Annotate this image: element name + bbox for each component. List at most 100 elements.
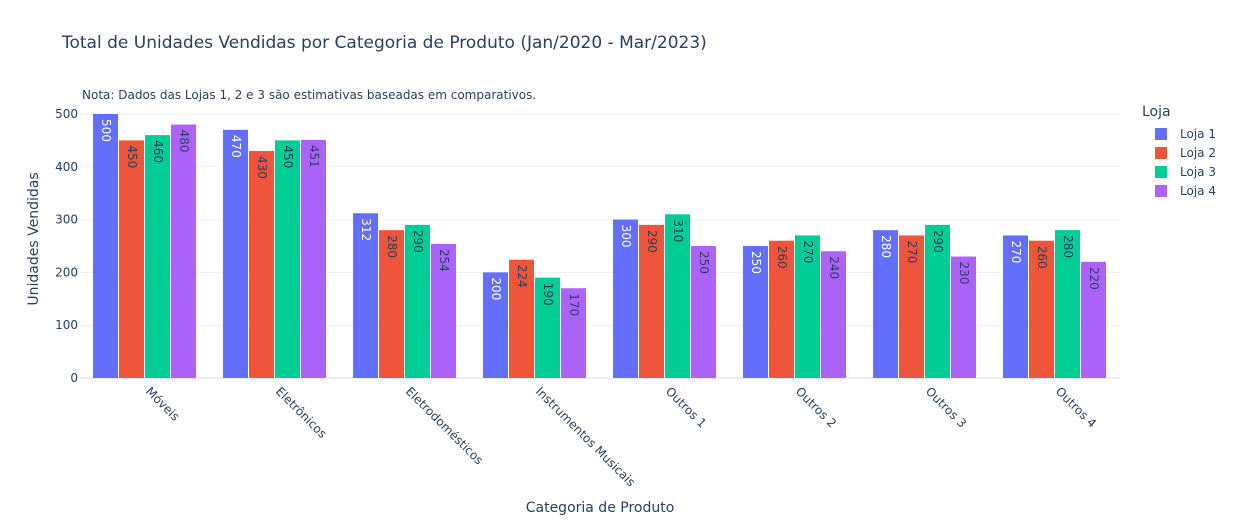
legend-title: Loja (1142, 104, 1171, 120)
x-tick-label: Eletrodomésticos (403, 384, 486, 467)
bar-value-label: 170 (567, 293, 581, 316)
legend-label: Loja 2 (1180, 145, 1216, 160)
bar-value-label: 430 (255, 156, 269, 179)
x-tick-label: Outros 4 (1053, 384, 1099, 430)
bar[interactable] (535, 277, 560, 378)
x-tick-label: Outros 1 (663, 384, 709, 430)
legend-swatch (1155, 165, 1167, 178)
bar[interactable] (821, 251, 846, 378)
bar[interactable] (691, 246, 716, 378)
bar[interactable] (509, 259, 534, 378)
legend-label: Loja 4 (1180, 183, 1216, 198)
bar-value-label: 290 (931, 230, 945, 253)
legend-swatch (1155, 184, 1167, 197)
legend-item[interactable]: Loja 1 (1142, 124, 1216, 143)
legend-label: Loja 1 (1180, 126, 1216, 141)
legend-item[interactable]: Loja 3 (1142, 162, 1216, 181)
x-tick-label: Outros 3 (923, 384, 969, 430)
bar-value-label: 200 (489, 277, 503, 300)
bar-value-label: 310 (671, 219, 685, 242)
bar[interactable] (795, 235, 820, 378)
bar-value-label: 450 (125, 145, 139, 168)
bar[interactable] (873, 230, 898, 378)
bar[interactable] (613, 219, 638, 378)
bar[interactable] (561, 288, 586, 378)
y-axis-ticks: 0 100 200 300 400 500 (55, 107, 78, 385)
bar-value-label: 290 (645, 230, 659, 253)
bar-value-label: 190 (541, 283, 555, 306)
bar-value-label: 250 (697, 251, 711, 274)
bar-value-label: 280 (879, 235, 893, 258)
bar[interactable] (405, 224, 430, 378)
bar-value-label: 220 (1087, 267, 1101, 290)
bar-value-label: 300 (619, 225, 633, 248)
bar-value-label: 480 (177, 130, 191, 153)
bar-value-label: 250 (749, 251, 763, 274)
bar[interactable] (483, 272, 508, 378)
bar-value-label: 280 (385, 235, 399, 258)
bar-value-label: 450 (281, 145, 295, 168)
bar[interactable] (1081, 261, 1106, 378)
legend-swatch (1155, 127, 1167, 140)
bar-value-label: 270 (1009, 240, 1023, 263)
y-tick-label: 400 (55, 160, 78, 174)
bar-value-label: 254 (437, 249, 451, 272)
bar-value-label: 500 (99, 119, 113, 142)
legend-label: Loja 3 (1180, 164, 1216, 179)
bar[interactable] (639, 224, 664, 378)
y-tick-label: 300 (55, 213, 78, 227)
bar[interactable] (171, 124, 196, 378)
bar-labels: 500 470 312 200 300 250 280 270 450 430 280 224 290 2… (99, 119, 1101, 316)
bar[interactable] (275, 140, 300, 378)
legend-swatch (1155, 146, 1167, 159)
x-tick-label: Instrumentos Musicais (533, 384, 638, 489)
bar[interactable] (145, 135, 170, 378)
bar[interactable] (769, 240, 794, 378)
y-tick-label: 500 (55, 107, 78, 121)
bar-value-label: 470 (229, 135, 243, 158)
bar[interactable] (301, 139, 326, 378)
bars (93, 114, 1106, 378)
x-tick-label: Outros 2 (793, 384, 839, 430)
bar[interactable] (1029, 240, 1054, 378)
bar[interactable] (249, 150, 274, 378)
bar[interactable] (93, 114, 118, 378)
x-tick-label: Móveis (143, 384, 182, 423)
x-axis-title: Categoria de Produto (526, 500, 675, 516)
bar[interactable] (379, 230, 404, 378)
bar-value-label: 280 (1061, 235, 1075, 258)
bar-value-label: 451 (307, 145, 321, 168)
legend-item[interactable]: Loja 4 (1142, 181, 1216, 200)
bar-value-label: 260 (1035, 246, 1049, 269)
y-tick-label: 100 (55, 318, 78, 332)
bar-value-label: 260 (775, 246, 789, 269)
bar-value-label: 270 (905, 240, 919, 263)
bar[interactable] (119, 140, 144, 378)
bar[interactable] (431, 243, 456, 378)
bar[interactable] (899, 235, 924, 378)
bar[interactable] (1003, 235, 1028, 378)
bar[interactable] (223, 129, 248, 378)
bar[interactable] (1055, 230, 1080, 378)
bar-value-label: 460 (151, 140, 165, 163)
x-tick-label: Eletrônicos (273, 384, 330, 441)
x-axis-ticks: Móveis Eletrônicos Eletrodomésticos Instrum… (143, 384, 1099, 489)
bar[interactable] (665, 214, 690, 378)
bar[interactable] (951, 256, 976, 378)
bar-value-label: 312 (359, 218, 373, 241)
y-axis-title: Unidades Vendidas (26, 172, 42, 305)
bar[interactable] (925, 224, 950, 378)
y-tick-label: 200 (55, 265, 78, 279)
bar-value-label: 230 (957, 262, 971, 285)
bar-value-label: 290 (411, 230, 425, 253)
y-tick-label: 0 (70, 371, 78, 385)
chart-note: Nota: Dados das Lojas 1, 2 e 3 são estim… (82, 88, 537, 102)
bar-value-label: 240 (827, 256, 841, 279)
bar[interactable] (743, 246, 768, 378)
bar[interactable] (353, 213, 378, 378)
bar-value-label: 224 (515, 265, 529, 288)
bar-value-label: 270 (801, 240, 815, 263)
legend-item[interactable]: Loja 2 (1142, 143, 1216, 162)
legend: Loja Loja 1 Loja 2 Loja 3 Loja 4 (1142, 104, 1216, 200)
